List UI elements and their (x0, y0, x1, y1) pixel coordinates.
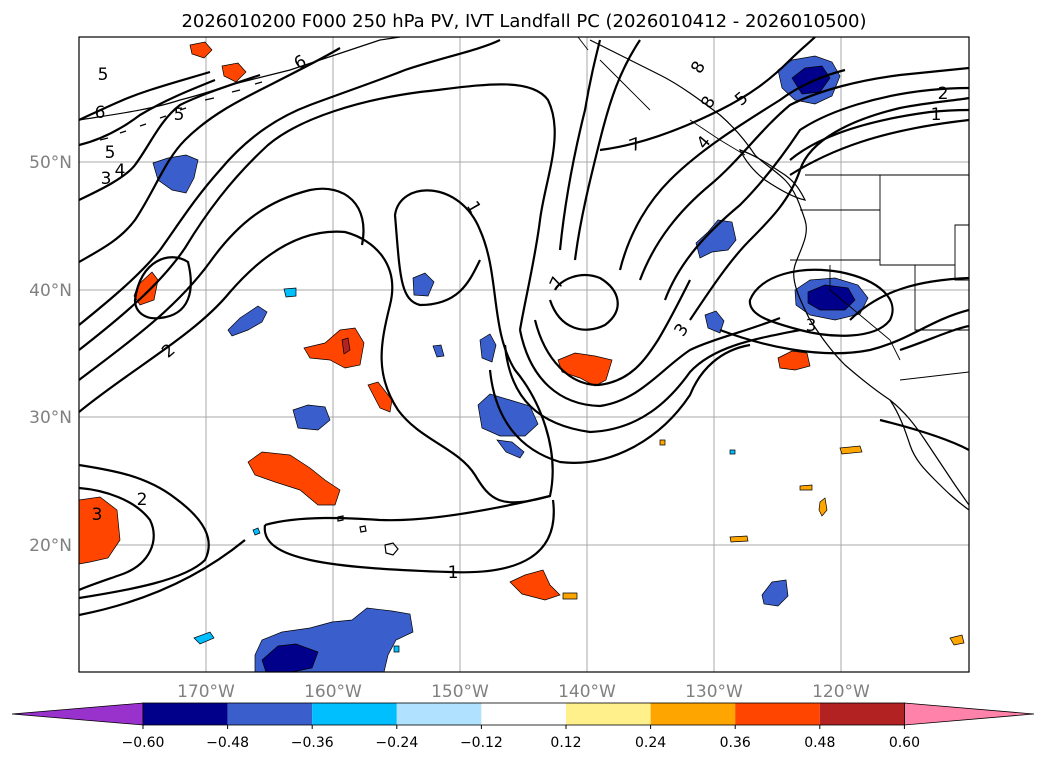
colorbar-segment (227, 703, 313, 725)
alaska-coast (79, 37, 401, 121)
map-frame (78, 36, 970, 673)
contour-label: 3 (806, 316, 817, 336)
contour-1b (263, 499, 555, 574)
baja-coast (889, 399, 969, 511)
pv-shading (79, 41, 965, 672)
colorbar-tick-label: 0.60 (889, 735, 920, 751)
colorbar-extend-low (11, 702, 144, 726)
colorbar: −0.60 −0.48 −0.36 −0.24 −0.12 0.12 0.24 0.36 0.4… (11, 702, 1035, 751)
contour-2-west (79, 463, 210, 600)
longitude-labels: 170°W 160°W 150°W 140°W 130°W 120°W (177, 682, 870, 702)
contour-5-loop (133, 256, 192, 320)
colorbar-tick-label: 0.24 (635, 735, 666, 751)
ivt-contours (79, 37, 969, 617)
contour-label: 2 (137, 490, 148, 510)
contour-label: 5 (174, 105, 185, 125)
positive-pv-anomaly (79, 41, 965, 646)
contour-label: 1 (931, 105, 942, 125)
state-borders (790, 175, 969, 361)
contour-2-ca (719, 308, 969, 355)
hawaii (337, 515, 399, 556)
contour-5-midlat (79, 39, 501, 326)
contour-label: 4 (115, 161, 126, 181)
contour-7-trough (548, 273, 619, 331)
contour-west-top-c (79, 70, 211, 121)
lat-label-40n: 40°N (29, 281, 72, 301)
vancouver-island (738, 148, 807, 201)
contour-4-trough (503, 328, 801, 434)
lon-label-130w: 130°W (685, 682, 743, 702)
contour-3-ca (748, 268, 894, 337)
colorbar-segment (650, 703, 736, 725)
lon-label-120w: 120°W (812, 682, 870, 702)
contour-6-ne (618, 68, 846, 271)
colorbar-tick-label: −0.12 (460, 735, 503, 751)
colorbar-segment (312, 703, 397, 725)
contour-label: 6 (95, 103, 106, 123)
contour-4-ne (663, 86, 969, 301)
colorbar-extend-high (904, 702, 1035, 726)
colorbar-tick-label: 0.12 (550, 735, 581, 751)
contour-3-west (79, 486, 155, 592)
contour-4-midlat (79, 83, 556, 351)
colorbar-segment (143, 703, 228, 725)
us-mexico-border (899, 371, 969, 381)
map-panel: 1 1 1 2 2 2 3 3 3 3 4 4 5 5 5 5 6 6 7 7 … (78, 36, 970, 673)
latitude-labels: 50°N 40°N 30°N 20°N (29, 153, 72, 556)
lon-label-150w: 150°W (431, 682, 489, 702)
contour-3-trough (488, 343, 751, 464)
contour-label: 3 (92, 505, 103, 525)
contour-2-midlat (79, 230, 551, 504)
contour-1 (264, 189, 554, 527)
contour-7-north-b (599, 37, 816, 152)
colorbar-tick-label: 0.36 (720, 735, 751, 751)
lon-label-140w: 140°W (558, 682, 616, 702)
colorbar-tick-label: −0.60 (122, 735, 165, 751)
contour-2-ne (789, 108, 969, 161)
contour-label: 3 (101, 169, 112, 189)
colorbar-tick-label: −0.48 (206, 735, 249, 751)
contour-7-north (573, 39, 641, 261)
bc-coast (589, 39, 969, 506)
lon-label-160w: 160°W (304, 682, 362, 702)
contour-west-top-b (79, 78, 216, 147)
colorbar-segment (819, 703, 905, 725)
contour-west-lower (79, 539, 246, 617)
colorbar-ticks: −0.60 −0.48 −0.36 −0.24 −0.12 0.12 0.24 0.36 0.4… (122, 725, 920, 751)
contour-label: 1 (448, 563, 459, 583)
coastlines (79, 37, 969, 556)
lon-label-170w: 170°W (177, 682, 235, 702)
contour-2-baja (879, 418, 969, 451)
colorbar-segment (396, 703, 482, 725)
aleutian-islands (99, 81, 263, 141)
colorbar-tick-label: −0.36 (291, 735, 334, 751)
contour-label: 5 (98, 65, 109, 85)
lat-label-50n: 50°N (29, 153, 72, 173)
colorbar-tick-label: 0.48 (804, 735, 835, 751)
contour-1-ca (849, 276, 969, 321)
political-borders (577, 37, 969, 381)
colorbar-segment (481, 703, 566, 725)
contour-8-north (558, 39, 602, 251)
contour-label: 5 (105, 143, 116, 163)
contour-5-trough (518, 316, 781, 408)
lat-label-20n: 20°N (29, 536, 72, 556)
alaska-canada-border (577, 37, 746, 156)
contour-1-ne (789, 118, 969, 176)
plot-title: 2026010200 F000 250 hPa PV, IVT Landfall… (181, 11, 866, 32)
colorbar-segments (11, 702, 1035, 726)
contour-label: 2 (938, 84, 949, 104)
contour-3-midlat (79, 187, 365, 381)
colorbar-segment (735, 703, 820, 725)
contour-6-north (79, 47, 341, 263)
colorbar-segment (566, 703, 651, 725)
lat-label-30n: 30°N (29, 408, 72, 428)
colorbar-tick-label: −0.24 (375, 735, 418, 751)
colorbar-frame (142, 702, 905, 726)
contour-5-ne (638, 66, 969, 281)
negative-pv-anomaly (152, 55, 869, 672)
contour-6-trough (533, 279, 691, 387)
contour-1-ca-b (899, 324, 969, 352)
